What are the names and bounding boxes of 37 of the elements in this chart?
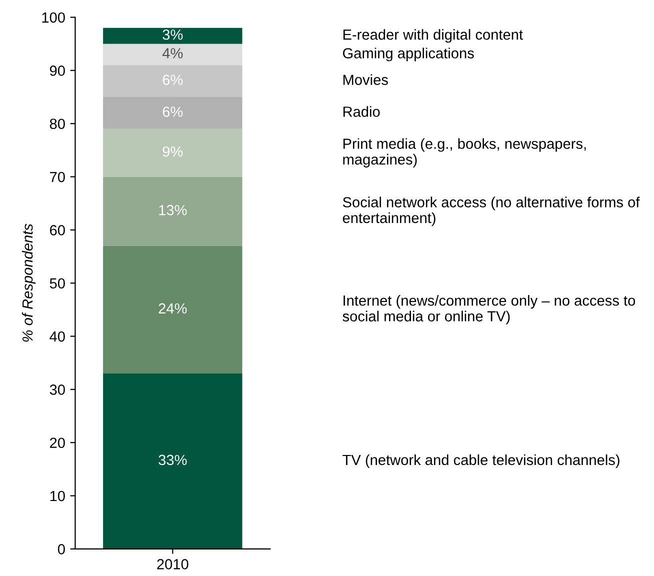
data-label: 13% bbox=[159, 204, 187, 216]
data-label: 33% bbox=[158, 454, 187, 466]
y-tick-label: 10 bbox=[50, 490, 65, 502]
text: Internet (news/commerce only – no access to social media or online TV) bbox=[342, 295, 636, 324]
bar bbox=[103, 176, 242, 246]
data-label: 9% bbox=[162, 146, 183, 157]
y-tick-label: 0 bbox=[58, 544, 65, 554]
text: Movies bbox=[343, 74, 388, 85]
y-tick-label: 20 bbox=[50, 438, 65, 448]
y-tick-label: 90 bbox=[50, 66, 65, 76]
y-tick-label: 40 bbox=[50, 331, 65, 342]
y-axis-title: % of Respondents bbox=[22, 224, 36, 342]
text: Social network access (no alternative forms of entertainment) bbox=[342, 196, 640, 226]
y-tick-label: 50 bbox=[50, 278, 65, 289]
bar bbox=[103, 373, 242, 549]
bar bbox=[103, 65, 242, 98]
text: Radio bbox=[343, 106, 380, 117]
data-label: 3% bbox=[162, 29, 183, 40]
y-tick-label: 100 bbox=[42, 12, 65, 23]
data-label: 24% bbox=[158, 303, 187, 314]
y-tick-label: 80 bbox=[50, 118, 65, 130]
text: TV (network and cable television channels) bbox=[342, 454, 620, 468]
bar bbox=[103, 128, 242, 177]
bar bbox=[103, 28, 242, 44]
text: E-reader with digital content bbox=[343, 29, 523, 43]
y-tick-label: 70 bbox=[50, 172, 65, 182]
text: Gaming applications bbox=[342, 48, 474, 62]
x-tick-label: 2010 bbox=[157, 559, 188, 570]
bar bbox=[103, 97, 242, 129]
data-label: 4% bbox=[162, 48, 183, 58]
text: Print media (e.g., books, newspapers, magazines) bbox=[343, 138, 586, 168]
bar bbox=[103, 246, 242, 374]
bar bbox=[103, 44, 242, 66]
y-tick-label: 30 bbox=[50, 384, 65, 395]
data-label: 6% bbox=[162, 106, 183, 117]
data-label: 6% bbox=[162, 74, 183, 85]
y-tick-label: 60 bbox=[50, 225, 65, 236]
